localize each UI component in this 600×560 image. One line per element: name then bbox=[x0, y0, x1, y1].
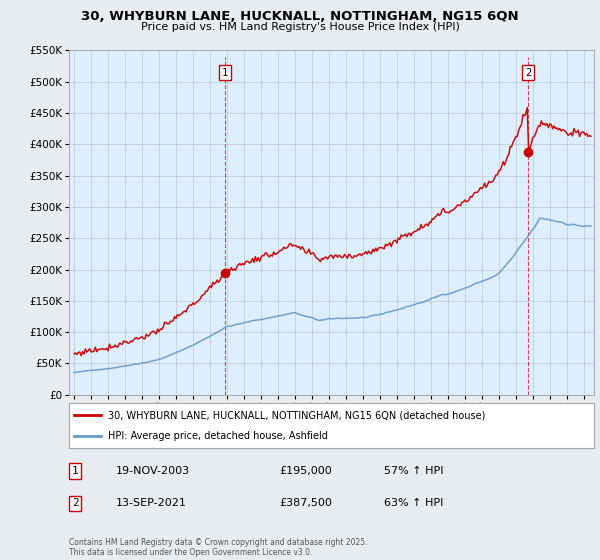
Text: 13-SEP-2021: 13-SEP-2021 bbox=[116, 498, 187, 508]
Text: Price paid vs. HM Land Registry's House Price Index (HPI): Price paid vs. HM Land Registry's House … bbox=[140, 22, 460, 32]
Text: Contains HM Land Registry data © Crown copyright and database right 2025.
This d: Contains HM Land Registry data © Crown c… bbox=[69, 538, 367, 557]
Text: 2: 2 bbox=[72, 498, 79, 508]
Text: 19-NOV-2003: 19-NOV-2003 bbox=[116, 466, 190, 476]
Text: 63% ↑ HPI: 63% ↑ HPI bbox=[384, 498, 443, 508]
Text: £195,000: £195,000 bbox=[279, 466, 332, 476]
Text: 1: 1 bbox=[222, 68, 228, 78]
Bar bbox=[225, 50, 528, 395]
Text: £387,500: £387,500 bbox=[279, 498, 332, 508]
Text: 1: 1 bbox=[72, 466, 79, 476]
Text: 57% ↑ HPI: 57% ↑ HPI bbox=[384, 466, 443, 476]
Text: 30, WHYBURN LANE, HUCKNALL, NOTTINGHAM, NG15 6QN (detached house): 30, WHYBURN LANE, HUCKNALL, NOTTINGHAM, … bbox=[109, 410, 486, 421]
Text: HPI: Average price, detached house, Ashfield: HPI: Average price, detached house, Ashf… bbox=[109, 431, 328, 441]
Text: 30, WHYBURN LANE, HUCKNALL, NOTTINGHAM, NG15 6QN: 30, WHYBURN LANE, HUCKNALL, NOTTINGHAM, … bbox=[81, 10, 519, 23]
Text: 2: 2 bbox=[525, 68, 531, 78]
